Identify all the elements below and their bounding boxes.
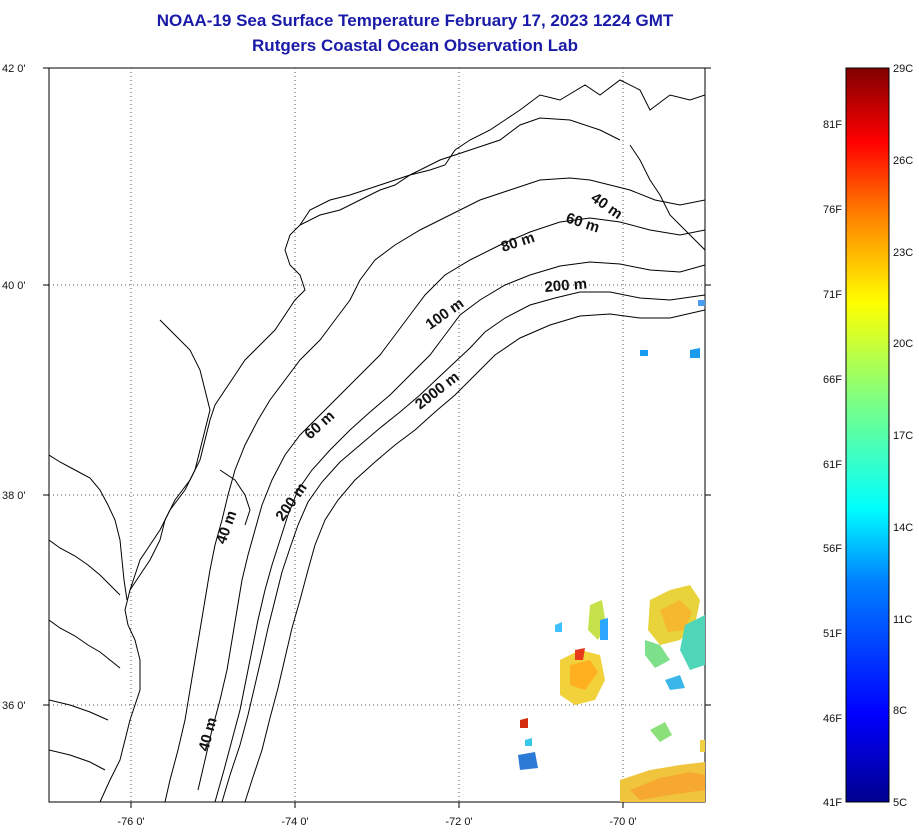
map-frame (48, 67, 706, 803)
lon-tick-label: -76 0' (117, 816, 144, 828)
colorbar-c-label: 20C (893, 338, 913, 350)
lon-tick-label: -72 0' (445, 816, 472, 828)
colorbar-c-label: 17C (893, 430, 913, 442)
colorbar-f-label: 41F (823, 797, 842, 809)
lon-tick-label: -70 0' (609, 816, 636, 828)
colorbar-c-label: 26C (893, 155, 913, 167)
colorbar-f-label: 56F (823, 543, 842, 555)
colorbar-c-label: 14C (893, 522, 913, 534)
graticule (49, 68, 705, 802)
sst-data-patches (518, 300, 705, 802)
colorbar-f-label: 81F (823, 119, 842, 131)
colorbar-f-label: 46F (823, 713, 842, 725)
contour-label-200m-north: 200 m (544, 275, 588, 296)
frame-ticks (43, 67, 711, 808)
lat-tick-label: 38 0' (2, 490, 26, 502)
colorbar-fahrenheit-labels: 81F 76F 71F 66F 61F 56F 51F 46F 41F (823, 119, 842, 809)
colorbar-celsius-labels: 29C 26C 23C 20C 17C 14C 11C 8C 5C (893, 63, 913, 809)
lon-tick-label: -74 0' (281, 816, 308, 828)
colorbar-c-label: 29C (893, 63, 913, 75)
lat-tick-label: 36 0' (2, 700, 26, 712)
colorbar-f-label: 76F (823, 204, 842, 216)
colorbar-f-label: 51F (823, 628, 842, 640)
bathymetry-contours (164, 177, 705, 802)
colorbar-c-label: 5C (893, 797, 907, 809)
colorbar-f-label: 71F (823, 289, 842, 301)
coastline (49, 79, 705, 802)
colorbar-f-label: 61F (823, 459, 842, 471)
colorbar-c-label: 11C (893, 614, 912, 626)
lat-tick-label: 42 0' (2, 63, 26, 75)
colorbar-c-label: 8C (893, 705, 907, 717)
map-title: NOAA-19 Sea Surface Temperature February… (156, 11, 674, 30)
colorbar-f-label: 66F (823, 374, 842, 386)
colorbar-c-label: 23C (893, 247, 913, 259)
colorbar (845, 67, 890, 803)
map-subtitle: Rutgers Coastal Ocean Observation Lab (252, 36, 578, 55)
lat-tick-label: 40 0' (2, 280, 26, 292)
